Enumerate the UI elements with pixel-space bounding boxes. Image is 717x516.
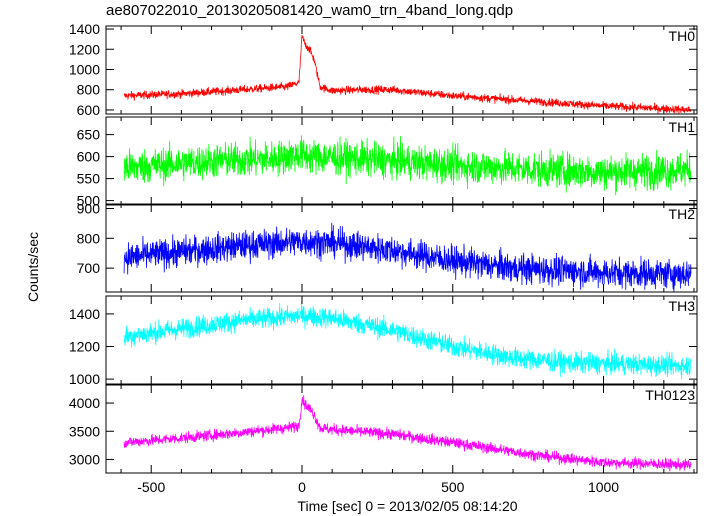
y-tick-label-th0: 1200	[69, 41, 100, 57]
y-tick-label-th3: 1000	[69, 371, 100, 387]
y-tick-label-th0: 800	[77, 82, 101, 98]
y-tick-label-th2: 900	[77, 200, 101, 216]
series-line-th2	[123, 222, 692, 292]
panel-label-th0: TH0	[669, 28, 696, 44]
plot-title: ae807022010_20130205081420_wam0_trn_4ban…	[106, 2, 514, 19]
panel-label-th0123: TH0123	[645, 387, 695, 403]
panel-frame-th3	[105, 295, 698, 385]
x-tick-label: -500	[137, 479, 165, 495]
panel-label-th2: TH2	[669, 206, 696, 222]
y-tick-label-th3: 1400	[69, 306, 100, 322]
panel-frame-th2	[105, 203, 698, 293]
y-tick-label-th1: 600	[77, 149, 101, 165]
y-tick-label-th0123: 4000	[69, 395, 100, 411]
y-tick-label-th0: 1400	[69, 21, 100, 37]
y-tick-label-th2: 800	[77, 230, 101, 246]
panel-label-th3: TH3	[669, 298, 696, 314]
y-tick-label-th0: 1000	[69, 61, 100, 77]
y-tick-label-th3: 1200	[69, 339, 100, 355]
x-tick-label: 0	[298, 479, 306, 495]
x-axis-label: Time [sec] 0 = 2013/02/05 08:14:20	[297, 498, 518, 514]
series-line-th0123	[123, 395, 692, 472]
panel-frame-th0123	[105, 384, 698, 474]
y-tick-label-th0123: 3500	[69, 423, 100, 439]
y-tick-label-th1: 550	[77, 171, 101, 187]
x-tick-label: 500	[441, 479, 465, 495]
y-tick-label-th1: 650	[77, 127, 101, 143]
y-tick-label-th0123: 3000	[69, 451, 100, 467]
y-tick-label-th1: 500	[77, 193, 101, 209]
series-line-th1	[123, 135, 692, 196]
panel-label-th1: TH1	[669, 119, 696, 135]
y-tick-label-th2: 700	[77, 260, 101, 276]
panel-frame-th1	[105, 116, 698, 206]
series-line-th0	[123, 35, 692, 114]
panel-frame-th0	[105, 25, 698, 115]
series-line-th3	[123, 301, 692, 380]
x-tick-label: 1000	[588, 479, 619, 495]
y-tick-label-th0: 600	[77, 102, 101, 118]
